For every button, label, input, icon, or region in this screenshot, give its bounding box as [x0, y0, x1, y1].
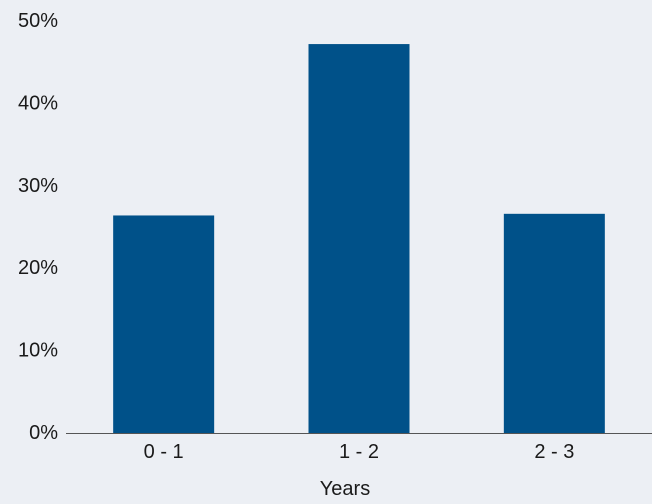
y-tick-label: 40%	[18, 92, 58, 114]
bar	[503, 213, 605, 433]
x-axis-ticks: 0 - 1 1 - 2 2 - 3	[144, 441, 575, 463]
y-tick-label: 0%	[29, 422, 58, 444]
x-tick-label: 1 - 2	[339, 441, 379, 463]
y-tick-label: 20%	[18, 257, 58, 279]
x-tick-label: 2 - 3	[534, 441, 574, 463]
y-tick-label: 10%	[18, 340, 58, 362]
bar-series	[113, 44, 605, 434]
y-tick-label: 30%	[18, 175, 58, 197]
bar	[308, 44, 410, 434]
x-tick-label: 0 - 1	[144, 441, 184, 463]
y-tick-label: 50%	[18, 10, 58, 32]
x-axis-label: Years	[320, 478, 370, 499]
y-axis-ticks: 0% 10% 20% 30% 40% 50%	[18, 10, 58, 444]
bar	[113, 215, 215, 433]
